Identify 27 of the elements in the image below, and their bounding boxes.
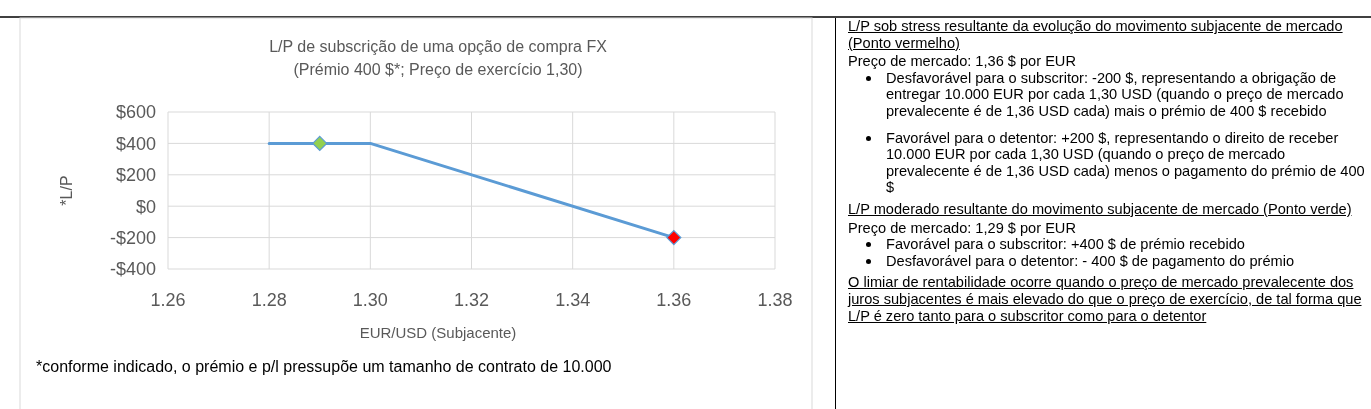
y-tick-label: -$400: [109, 259, 156, 280]
text: L/P moderado resultante do movimento subjacente de mercado (Ponto verde): [848, 200, 1353, 218]
y-tick-label: $400: [115, 133, 156, 154]
text: Favorável para o detentor: +200 $, representando o direito de receber 10.000 EUR por cada 1,30 USD (quando o preço de mercado prevalecente é de 1,36 USD cada) menos o pagamento do prémio de 400 $: [886, 129, 1366, 196]
x-tick-label: 1.30: [352, 290, 388, 310]
chart-title: L/P de subscrição de uma opção de compra FX: [269, 38, 608, 55]
x-tick-label: 1.32: [453, 290, 490, 310]
x-tick-label: 1.34: [555, 290, 591, 310]
text: Desfavorável para o subscritor: -200 $, representando a obrigação de entregar 10.000 EUR por cada 1,30 USD (quando o preço de mercado prevalecente é de 1,36 USD cada) mais o prémio de 400 $ recebido: [886, 69, 1345, 120]
text: Preço de mercado: 1,29 $ por EUR: [848, 219, 1077, 237]
y-tick-label: $0: [135, 196, 156, 217]
x-axis-title: EUR/USD (Subjacente): [359, 324, 517, 341]
text: Preço de mercado: 1,36 $ por EUR: [848, 53, 1077, 70]
y-tick-label: -$200: [109, 227, 156, 248]
x-tick-label: 1.26: [150, 290, 186, 310]
text: O limiar de rentabilidade ocorre quando o preço de mercado prevalecente dos juros subjacentes é mais elevado do que o preço de exercício, de tal forma que L/P é zero tanto para o subscritor como para o detentor: [848, 274, 1363, 325]
text: L/P sob stress resultante da evolução do movimento subjacente de mercado (Ponto vermelho): [848, 18, 1344, 52]
chart-subtitle: (Prémio 400 $*; Preço de exercício 1,30): [293, 61, 583, 78]
x-tick-label: 1.38: [757, 290, 793, 310]
x-tick-label: 1.36: [656, 290, 692, 310]
y-axis-title: *L/P: [58, 175, 75, 206]
text: Desfavorável para o detentor: - 400 $ de pagamento do prémio: [886, 252, 1295, 270]
x-tick-label: 1.28: [251, 290, 287, 310]
y-tick-label: $600: [115, 102, 156, 123]
text: *conforme indicado, o prémio e p/l pressupõe um tamanho de contrato de 10.000: [36, 358, 612, 375]
text: Favorável para o subscritor: +400 $ de prémio recebido: [886, 236, 1245, 253]
y-tick-label: $200: [115, 165, 156, 186]
